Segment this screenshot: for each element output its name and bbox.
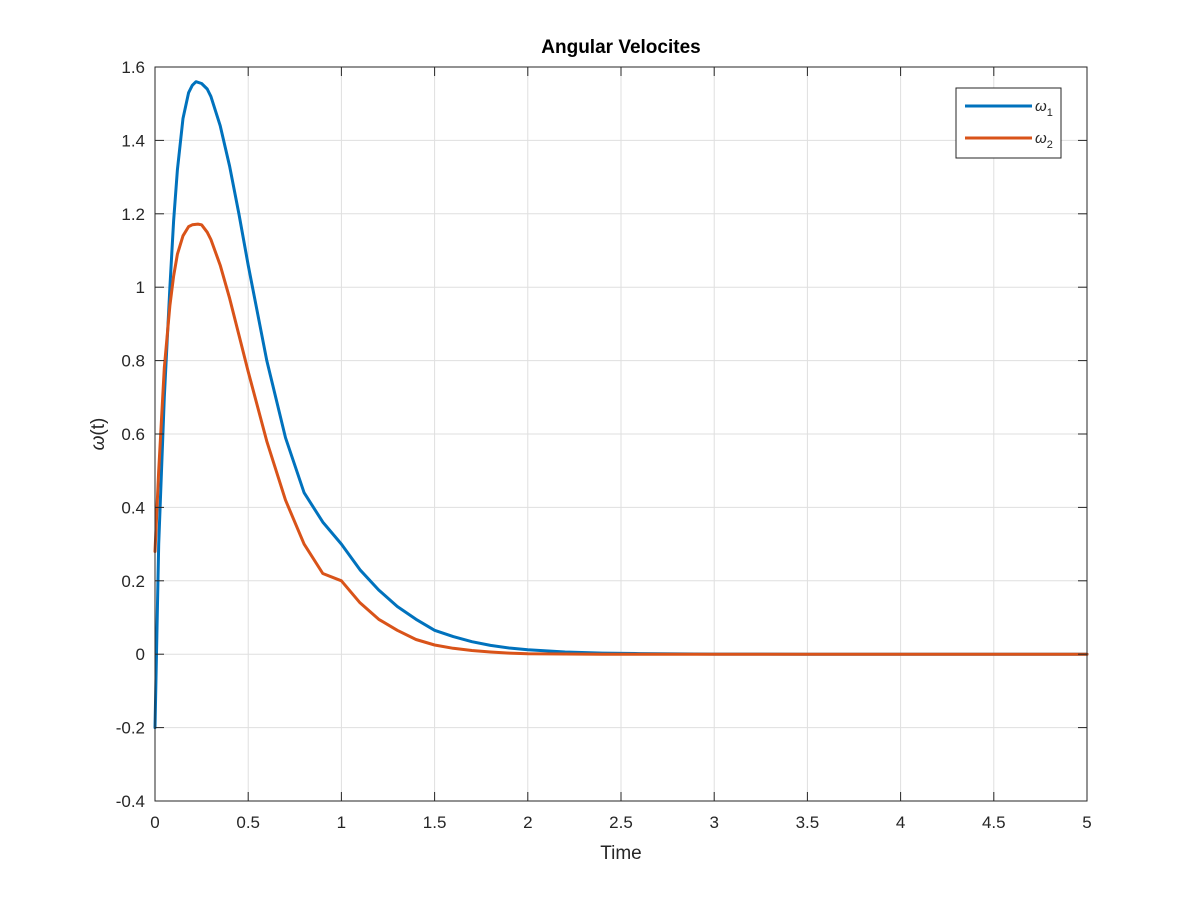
ticks bbox=[154, 66, 1088, 802]
y-tick-label: 1.4 bbox=[121, 131, 145, 150]
x-tick-label: 3.5 bbox=[796, 813, 820, 832]
y-tick-label: 1.2 bbox=[121, 205, 145, 224]
legend-box bbox=[955, 87, 1062, 159]
x-tick-label: 0.5 bbox=[236, 813, 260, 832]
chart-title: Angular Velocites bbox=[541, 37, 700, 58]
legend-entry-omega-2: ω2 bbox=[1035, 130, 1053, 151]
legend-entry-omega-1-subscript: 1 bbox=[1047, 107, 1053, 119]
legend-entry-omega-2-subscript: 2 bbox=[1047, 139, 1053, 151]
x-tick-label: 2 bbox=[523, 813, 532, 832]
y-tick-label: 1 bbox=[136, 278, 145, 297]
y-tick-label: 0.6 bbox=[121, 425, 145, 444]
x-tick-label: 1.5 bbox=[423, 813, 447, 832]
x-axis-label: Time bbox=[600, 843, 642, 864]
series-layer bbox=[153, 80, 1089, 730]
x-tick-label: 0 bbox=[150, 813, 159, 832]
y-tick-label: 1.6 bbox=[121, 58, 145, 77]
y-axis-label-symbol: ω bbox=[88, 435, 109, 450]
y-tick-label: -0.4 bbox=[116, 792, 145, 811]
x-tick-label: 2.5 bbox=[609, 813, 633, 832]
y-tick-label: 0.2 bbox=[121, 572, 145, 591]
series-line-omega-2 bbox=[153, 222, 1089, 656]
x-tick-label: 4 bbox=[896, 813, 905, 832]
y-tick-label: 0 bbox=[136, 645, 145, 664]
x-tick-label: 5 bbox=[1082, 813, 1091, 832]
y-tick-label: 0.4 bbox=[121, 498, 145, 517]
legend-entry-omega-2-symbol: ω bbox=[1035, 130, 1047, 147]
x-tick-label: 1 bbox=[337, 813, 346, 832]
x-tick-label: 4.5 bbox=[982, 813, 1006, 832]
legend[interactable]: ω1 ω2 bbox=[955, 87, 1062, 159]
y-tick-label: -0.2 bbox=[116, 719, 145, 738]
y-axis-label-arg: (t) bbox=[88, 418, 109, 436]
legend-entry-omega-1-symbol: ω bbox=[1035, 98, 1047, 115]
x-tick-label: 3 bbox=[709, 813, 718, 832]
y-axis-label: ω(t) bbox=[88, 418, 109, 451]
tick-labels: 0 0.5 1 1.5 2 2.5 3 3.5 4 4.5 5 -0.4 -0.2 0 0.2 0.4 0.6 0… bbox=[116, 58, 1092, 832]
y-tick-label: 0.8 bbox=[121, 352, 145, 371]
legend-entry-omega-1: ω1 bbox=[1035, 98, 1053, 119]
